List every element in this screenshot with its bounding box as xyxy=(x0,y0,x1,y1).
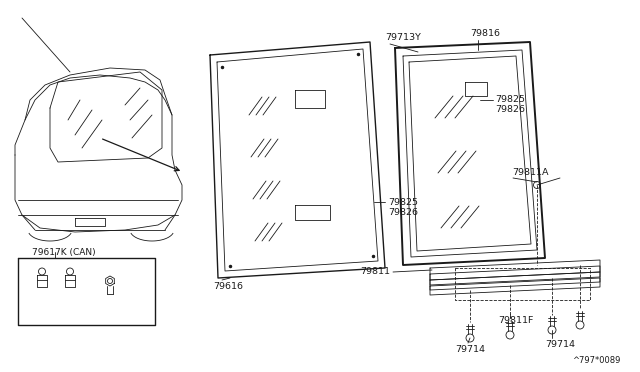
Text: 79826: 79826 xyxy=(388,208,418,217)
Text: 79811A: 79811A xyxy=(512,167,548,176)
Text: 79616: 79616 xyxy=(213,282,243,291)
Text: 79811F: 79811F xyxy=(498,316,533,325)
Text: 79825: 79825 xyxy=(495,95,525,104)
Text: ^797*0089: ^797*0089 xyxy=(572,356,620,365)
Text: 79714: 79714 xyxy=(545,340,575,349)
Text: 79825: 79825 xyxy=(388,198,418,207)
Text: 79714: 79714 xyxy=(455,345,485,354)
Text: 79713Y: 79713Y xyxy=(385,33,421,42)
Text: 79826: 79826 xyxy=(495,105,525,114)
Text: 79816: 79816 xyxy=(470,29,500,38)
Text: 79811: 79811 xyxy=(360,267,390,276)
Text: 79617K (CAN): 79617K (CAN) xyxy=(32,248,95,257)
